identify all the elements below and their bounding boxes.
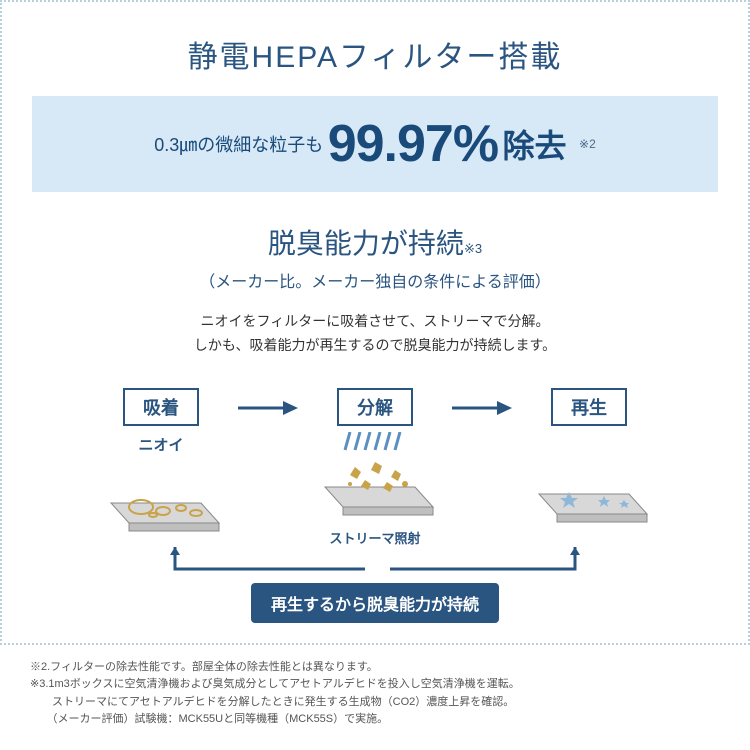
desc-line-2: しかも、吸着能力が再生するので脱臭能力が持続します。 xyxy=(42,334,708,358)
arrow-icon xyxy=(238,398,298,418)
stage-decompose: 分解 ストリーマ照 xyxy=(310,388,440,547)
tile-adsorb-icon xyxy=(101,463,221,533)
bb-suffix: 除去 xyxy=(503,128,567,164)
footnotes: ※2.フィルターの除去性能です。部屋全体の除去性能とは異なります。 ※3.1m3… xyxy=(0,645,750,739)
subtitle-deodorize: （メーカー比。メーカー独自の条件による評価） xyxy=(42,268,708,292)
bb-note: ※2 xyxy=(579,137,596,151)
footnote-4: （メーカー評価）試験機：MCK55Uと同等機種（MCK55S）で実施。 xyxy=(30,711,720,729)
stage-box-2: 分解 xyxy=(337,388,413,426)
tile-decompose-icon xyxy=(315,432,435,522)
bb-percent: 99.97% xyxy=(328,115,498,173)
stage-adsorb: 吸着 ニオイ xyxy=(96,388,226,533)
footnote-1: ※2.フィルターの除去性能です。部屋全体の除去性能とは異なります。 xyxy=(30,659,720,677)
title2-text: 脱臭能力が持続 xyxy=(268,228,464,259)
process-diagram: 吸着 ニオイ 分解 xyxy=(42,388,708,547)
title2-note: ※3 xyxy=(464,241,482,256)
stage-label-1: ニオイ xyxy=(138,434,183,455)
recycle-label-wrap: 再生するから脱臭能力が持続 xyxy=(42,583,708,623)
stage-box-1: 吸着 xyxy=(123,388,199,426)
footnote-2: ※3.1m3ボックスに空気清浄機および臭気成分としてアセトアルデヒドを投入し空気… xyxy=(30,676,720,694)
recycle-label: 再生するから脱臭能力が持続 xyxy=(251,583,499,623)
highlight-box: 0.3㎛の微細な粒子も 99.97% 除去 ※2 xyxy=(32,96,718,192)
bb-prefix: 0.3㎛の微細な粒子も xyxy=(154,135,323,155)
title-deodorize: 脱臭能力が持続※3 xyxy=(42,222,708,262)
footnote-3: ストリーマにてアセトアルデヒドを分解したときに発生する生成物（CO2）濃度上昇を… xyxy=(30,694,720,712)
stage-regen: 再生 xyxy=(524,388,654,544)
description: ニオイをフィルターに吸着させて、ストリーマで分解。 しかも、吸着能力が再生するの… xyxy=(42,310,708,358)
tile-regen-icon xyxy=(529,454,649,544)
recycle-arrows xyxy=(115,547,635,587)
arrow-icon xyxy=(452,398,512,418)
content-frame: 静電HEPAフィルター搭載 0.3㎛の微細な粒子も 99.97% 除去 ※2 脱… xyxy=(0,0,750,645)
stage-box-3: 再生 xyxy=(551,388,627,426)
title-hepa: 静電HEPAフィルター搭載 xyxy=(42,32,708,76)
stage-sub-2: ストリーマ照射 xyxy=(329,528,420,547)
desc-line-1: ニオイをフィルターに吸着させて、ストリーマで分解。 xyxy=(42,310,708,334)
